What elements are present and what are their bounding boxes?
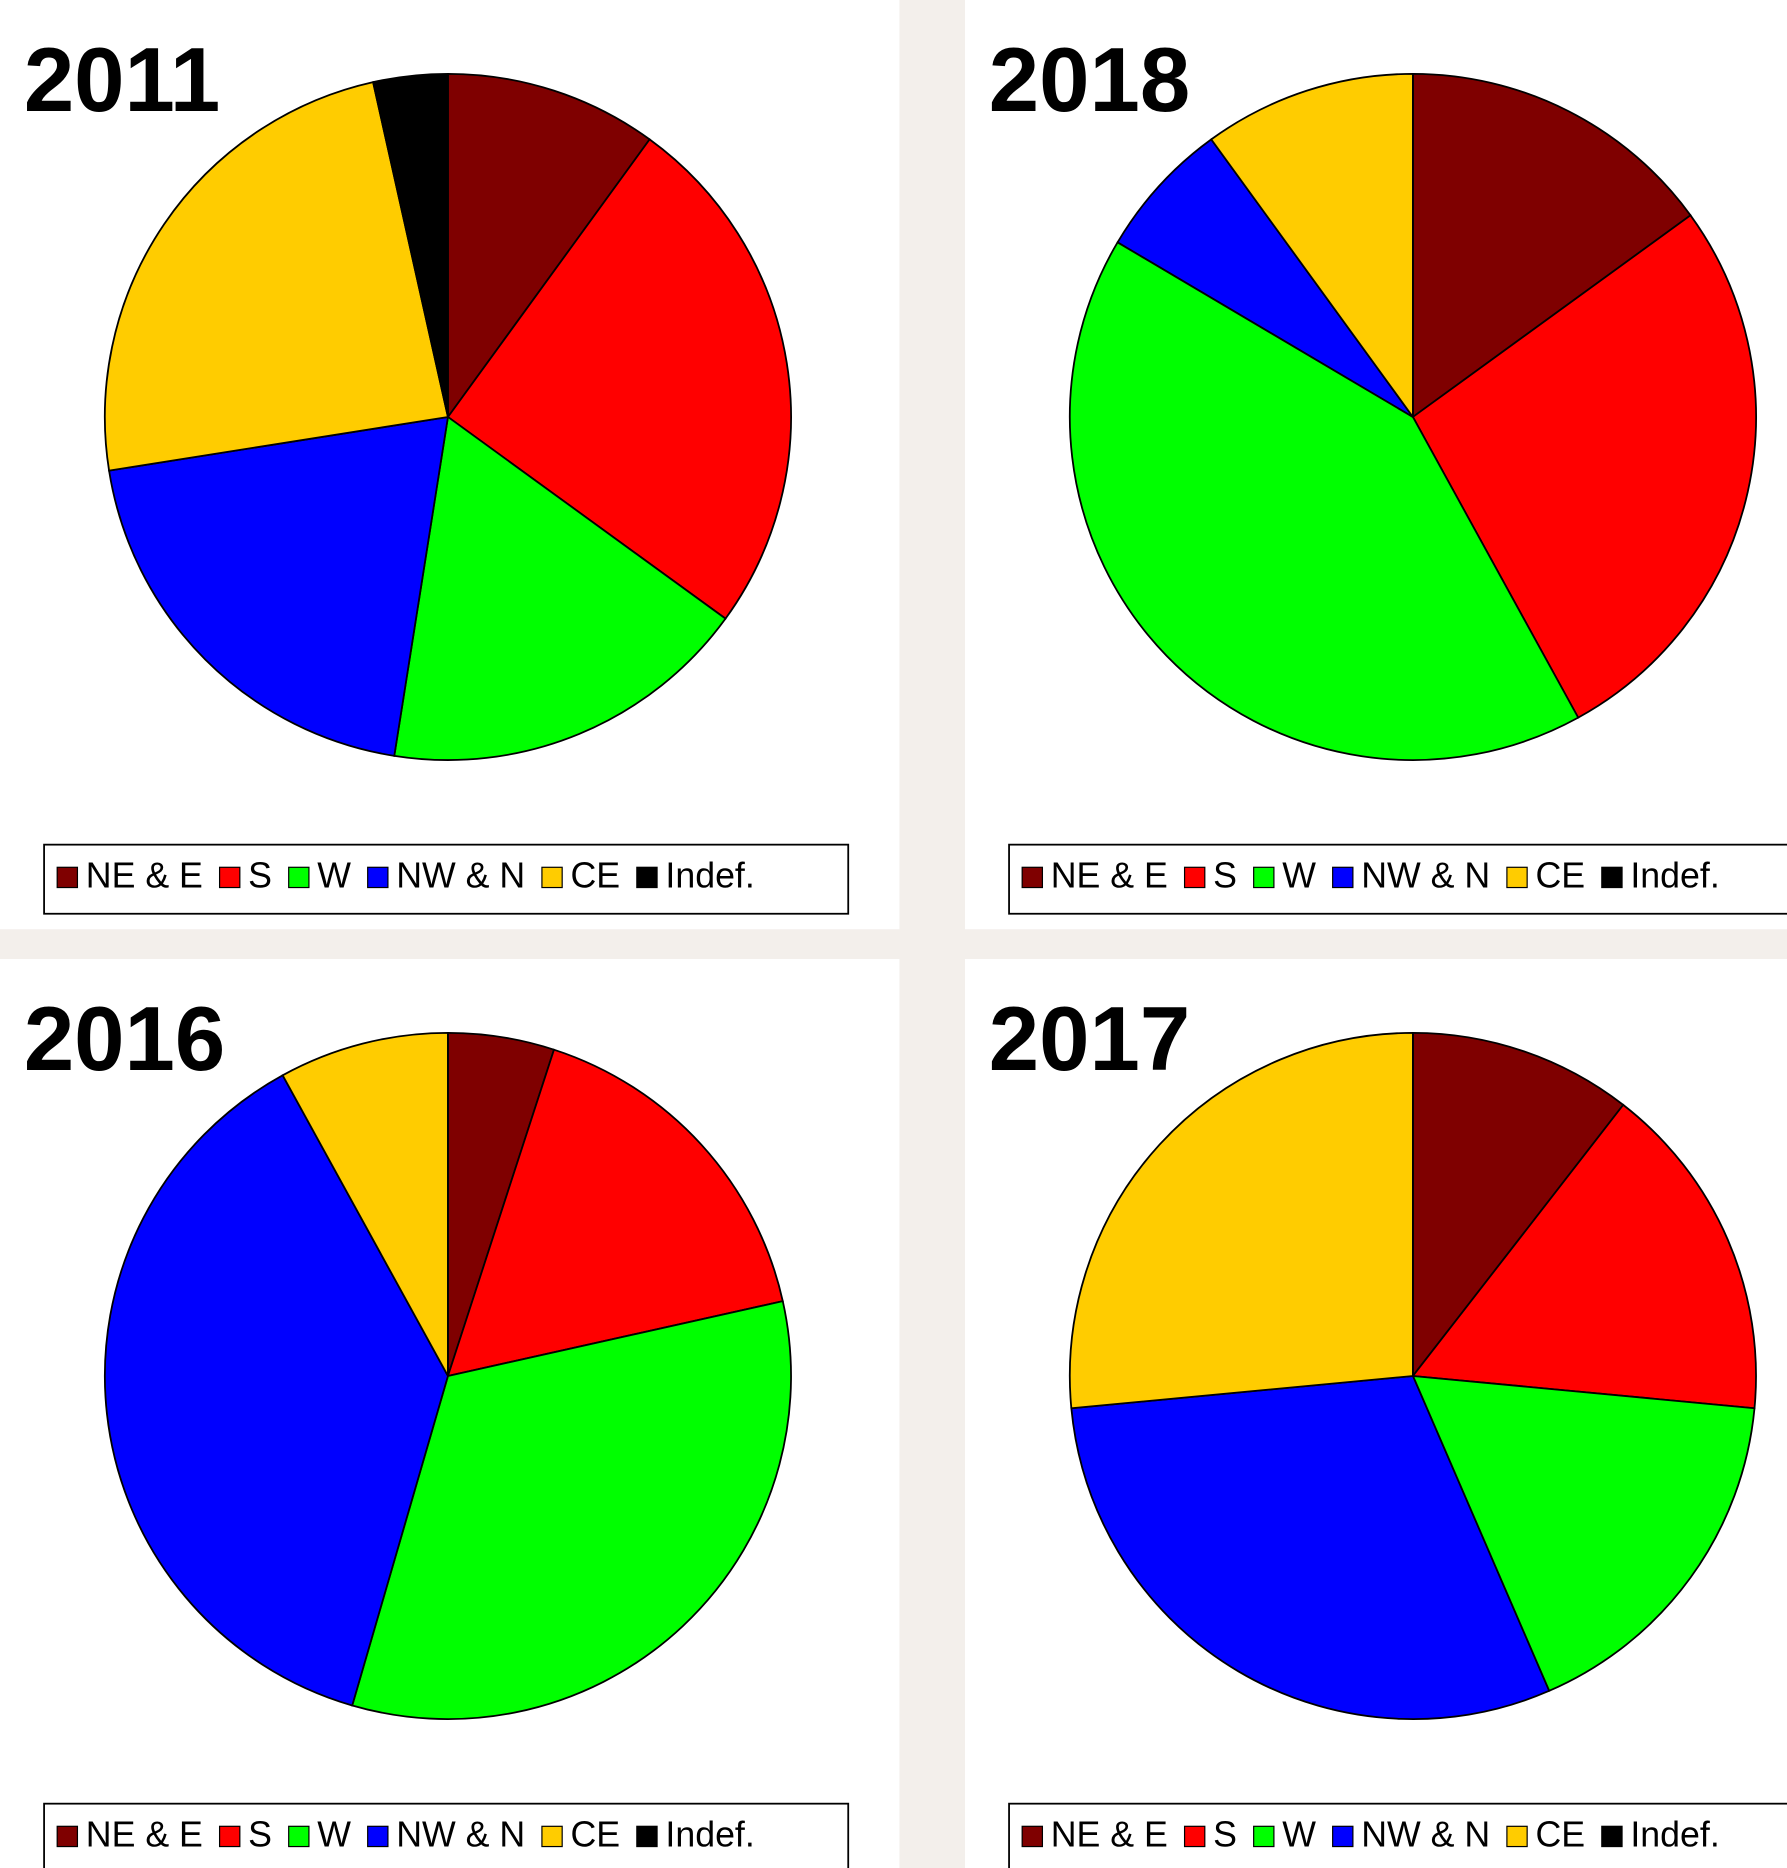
legend-label: S xyxy=(248,855,272,895)
pie-slice xyxy=(281,1031,449,1377)
pie-slice xyxy=(1210,72,1414,420)
legend-label: W xyxy=(317,1814,351,1854)
legend-label: W xyxy=(1282,1814,1316,1854)
pie-slice xyxy=(1411,1103,1757,1410)
legend-swatch xyxy=(636,866,658,889)
pie-slice xyxy=(1411,1374,1756,1693)
pie-panel: 2011 NE & E S W NW & N CE Indef. xyxy=(0,0,900,930)
legend-swatch xyxy=(367,866,389,889)
pie-slice xyxy=(1068,1031,1414,1410)
legend-label: W xyxy=(317,855,351,895)
legend-swatch xyxy=(541,1825,563,1848)
legend-swatch xyxy=(1601,866,1623,889)
chart-title: 2011 xyxy=(24,30,220,131)
pie-slice xyxy=(447,72,651,420)
legend-label: S xyxy=(1213,1814,1237,1854)
pie-slice xyxy=(446,1048,784,1378)
legend-swatch xyxy=(288,1825,310,1848)
pie-slice xyxy=(1116,138,1414,418)
legend-swatch xyxy=(218,866,241,889)
legend-swatch xyxy=(1332,866,1354,889)
legend-label: NE & E xyxy=(1051,855,1168,895)
pie-slice xyxy=(108,415,450,757)
pie-panel: 2018 NE & E S W NW & N CE Indef. xyxy=(964,0,1787,930)
legend-swatch xyxy=(1183,866,1206,889)
pie-slice xyxy=(103,1074,449,1707)
legend-swatch xyxy=(218,1825,241,1848)
legend-swatch xyxy=(636,1825,658,1848)
legend-swatch xyxy=(1506,866,1528,889)
pie-slice xyxy=(372,72,449,418)
pie-slice xyxy=(1070,1375,1551,1720)
legend-label: Indef. xyxy=(665,1814,754,1854)
pie-slice xyxy=(351,1300,792,1720)
legend-label: S xyxy=(248,1814,272,1854)
legend-label: W xyxy=(1282,855,1316,895)
legend-swatch xyxy=(1601,1825,1623,1848)
legend-label: CE xyxy=(571,855,621,895)
legend-swatch xyxy=(56,1825,79,1848)
legend-label: NE & E xyxy=(86,855,203,895)
legend-box xyxy=(43,1802,850,1868)
legend-swatch xyxy=(1506,1825,1528,1848)
legend-swatch xyxy=(1021,1825,1044,1848)
legend-label: CE xyxy=(1535,855,1585,895)
legend-box xyxy=(1008,1802,1787,1868)
legend-swatch xyxy=(1253,1825,1275,1848)
legend-label: NE & E xyxy=(86,1814,203,1854)
legend-label: NE & E xyxy=(1051,1814,1168,1854)
legend-swatch xyxy=(541,866,563,889)
pie-slice xyxy=(393,415,727,761)
pie-slice xyxy=(1068,241,1580,761)
chart-title: 2016 xyxy=(24,989,225,1090)
legend-label: Indef. xyxy=(665,855,754,895)
legend-swatch xyxy=(1021,866,1044,889)
legend-swatch xyxy=(1253,866,1275,889)
pie-slice xyxy=(1411,214,1757,719)
legend-swatch xyxy=(1332,1825,1354,1848)
chart-title: 2018 xyxy=(989,30,1190,131)
pie-panel: 2017 NE & E S W NW & N CE Indef. xyxy=(964,959,1787,1868)
legend-swatch xyxy=(367,1825,389,1848)
legend-box xyxy=(1008,843,1787,915)
legend-label: CE xyxy=(571,1814,621,1854)
legend-box xyxy=(43,843,850,915)
legend-label: Indef. xyxy=(1630,855,1719,895)
legend-label: NW & N xyxy=(1361,855,1490,895)
legend-swatch xyxy=(56,866,79,889)
legend-swatch xyxy=(288,866,310,889)
legend-label: NW & N xyxy=(396,1814,525,1854)
pie-slice xyxy=(1412,1031,1625,1379)
pie-slice xyxy=(446,138,792,620)
legend-swatch xyxy=(1183,1825,1206,1848)
legend-label: S xyxy=(1213,855,1237,895)
legend-label: CE xyxy=(1535,1814,1585,1854)
pie-slice xyxy=(104,81,450,472)
pie-slice xyxy=(1412,72,1692,419)
pie-panel: 2016 NE & E S W NW & N CE Indef. xyxy=(0,959,900,1868)
chart-title: 2017 xyxy=(989,989,1190,1090)
legend-label: NW & N xyxy=(396,855,525,895)
legend-label: NW & N xyxy=(1361,1814,1490,1854)
legend-label: Indef. xyxy=(1630,1814,1719,1854)
